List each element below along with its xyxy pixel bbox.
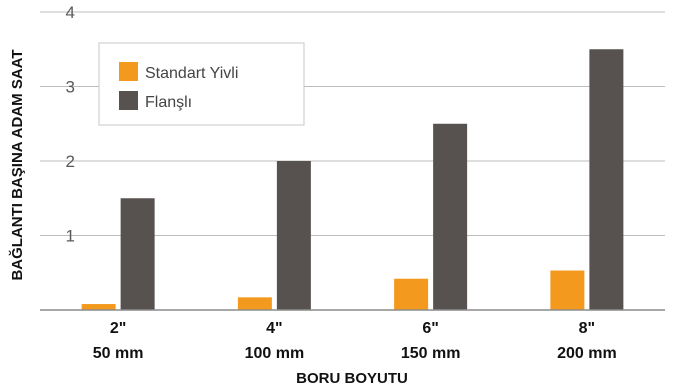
x-category-size-mm: 50 mm xyxy=(93,345,144,362)
x-category-size-mm: 150 mm xyxy=(401,345,461,362)
legend-box xyxy=(98,42,305,126)
x-category-size-mm: 200 mm xyxy=(557,345,617,362)
y-tick-label: 2 xyxy=(66,152,75,171)
x-axis-title: BORU BOYUTU xyxy=(296,370,408,387)
legend-swatch-flansli xyxy=(119,91,138,110)
x-category-labels: 2" 50 mm 4" 100 mm 6" 150 mm 8" 200 mm xyxy=(93,320,617,362)
x-category-size-inch: 8" xyxy=(579,320,595,337)
x-category-size-inch: 6" xyxy=(422,320,438,337)
x-category-size-inch: 2" xyxy=(110,320,126,337)
x-category-size-inch: 4" xyxy=(266,320,282,337)
bar-flansli-2 xyxy=(276,161,311,310)
y-tick-label: 1 xyxy=(66,227,75,246)
bar-standart-yivli-1 xyxy=(81,304,116,310)
y-tick-label: 4 xyxy=(66,3,75,22)
bar-standart-yivli-2 xyxy=(237,297,272,310)
y-tick-labels: 1 2 3 4 xyxy=(66,3,75,246)
legend-swatch-standart-yivli xyxy=(119,62,138,81)
bars xyxy=(81,49,624,310)
bar-standart-yivli-4 xyxy=(550,270,585,310)
x-category-size-mm: 100 mm xyxy=(245,345,305,362)
legend: Standart Yivli Flanşlı xyxy=(98,42,305,126)
y-tick-label: 3 xyxy=(66,78,75,97)
bar-flansli-4 xyxy=(589,49,624,310)
legend-label-flansli: Flanşlı xyxy=(145,94,192,111)
bar-flansli-1 xyxy=(120,198,155,310)
bar-standart-yivli-3 xyxy=(394,278,429,310)
bar-flansli-3 xyxy=(433,123,468,310)
legend-label-standart-yivli: Standart Yivli xyxy=(145,65,238,82)
y-axis-title: BAĞLANTI BAŞINA ADAM SAAT xyxy=(8,49,26,280)
